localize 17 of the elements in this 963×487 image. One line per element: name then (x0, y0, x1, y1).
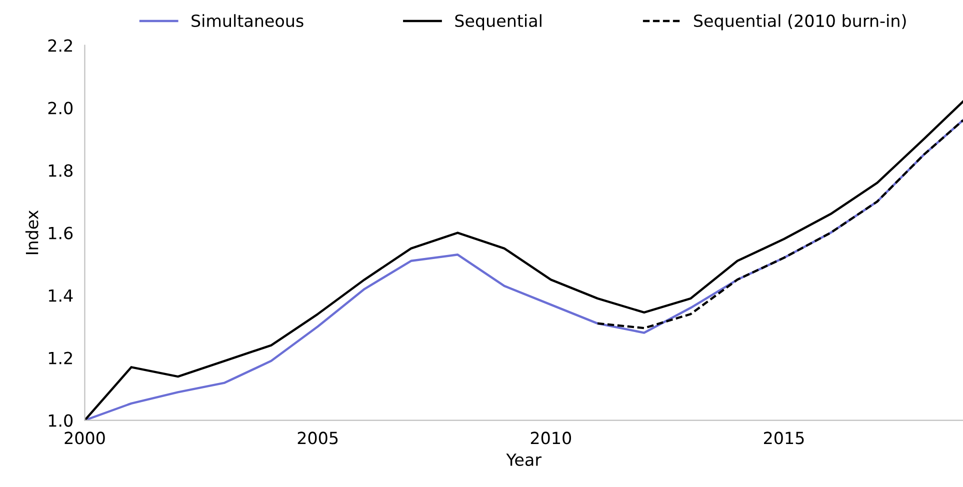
y-tick-label: 1.4 (48, 289, 73, 302)
x-tick-label: 2005 (298, 432, 338, 444)
y-axis-title: Index (25, 210, 38, 254)
y-tick-label: 2.2 (48, 39, 72, 52)
y-tick-label: 1.8 (48, 164, 72, 177)
legend-label: Sequential (2010 burn-in) (694, 14, 906, 30)
legend-label: Simultaneous (192, 14, 304, 28)
x-tick-label: 2015 (764, 432, 804, 444)
y-tick-label: 1.0 (48, 414, 73, 427)
y-tick-label: 1.6 (48, 226, 73, 240)
y-tick-label: 2.0 (48, 102, 73, 114)
x-tick-label: 2010 (530, 432, 572, 444)
x-tick-label: 2000 (64, 432, 105, 444)
x-axis-title: Year (506, 454, 542, 466)
y-tick-label: 1.2 (48, 352, 72, 364)
legend-label: Sequential (455, 14, 542, 30)
line-series (596, 119, 963, 330)
